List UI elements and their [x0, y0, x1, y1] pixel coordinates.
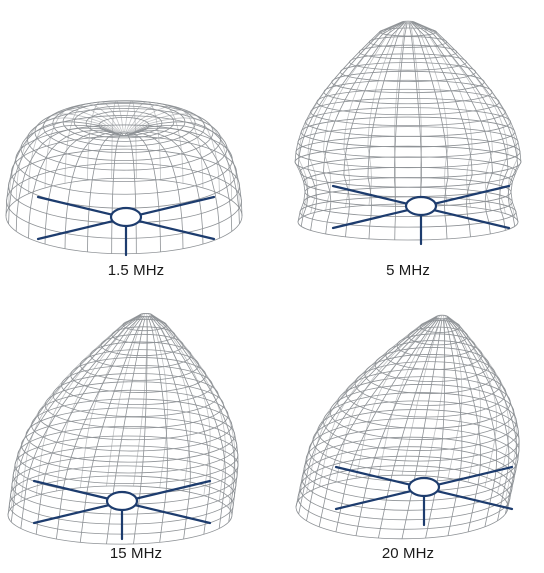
radiation-pattern-1 — [5, 100, 243, 257]
radiation-pattern-2 — [294, 20, 522, 246]
frequency-label-2: 5 MHz — [386, 262, 430, 279]
radiation-pattern-4 — [295, 314, 520, 540]
mesh — [5, 100, 243, 255]
antenna-4 — [334, 465, 514, 527]
pattern-panel-1: 1.5 MHz — [0, 0, 272, 286]
mesh — [295, 314, 520, 540]
radiation-pattern-3 — [7, 313, 239, 545]
frequency-label-3: 15 MHz — [109, 545, 163, 562]
frequency-label-1: 1.5 MHz — [107, 262, 165, 279]
antenna-2 — [331, 184, 511, 246]
pattern-panel-2: 5 MHz — [272, 0, 544, 286]
antenna-3 — [32, 479, 212, 541]
pattern-panel-3: 15 MHz — [0, 287, 272, 573]
antenna-1 — [36, 195, 216, 257]
pattern-panel-4: 20 MHz — [272, 287, 544, 573]
frequency-label-4: 20 MHz — [381, 545, 435, 562]
